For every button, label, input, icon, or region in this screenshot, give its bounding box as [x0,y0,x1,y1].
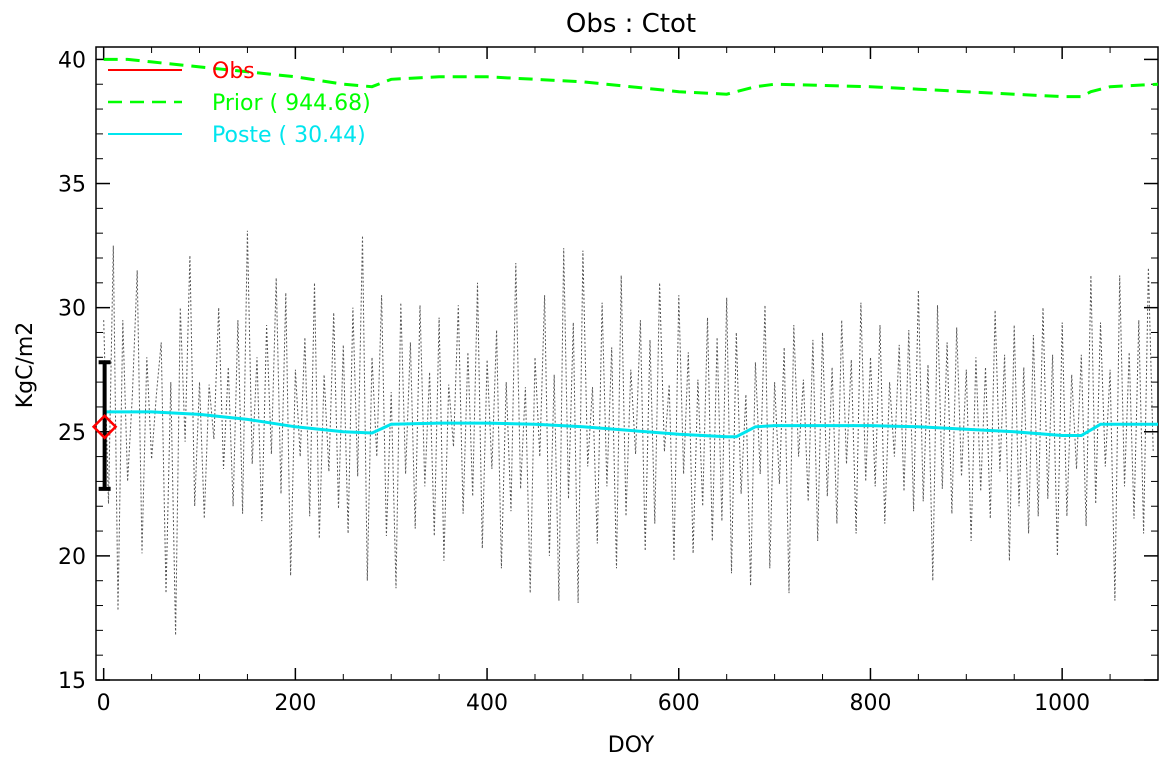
legend: Obs Prior ( 944.68) Poste ( 30.44) [108,59,371,148]
y-tick-label: 25 [58,421,86,446]
legend-label: Prior ( 944.68) [212,91,371,116]
y-tick-label: 15 [58,669,86,694]
x-tick-label: 0 [97,691,111,716]
poste-series-line [103,410,1158,439]
legend-label: Poste ( 30.44) [212,123,366,148]
prior-series-line [103,57,1159,99]
x-axis-ticks: 0 200 400 600 800 1000 [97,47,1159,716]
x-tick-label: 600 [658,691,700,716]
y-tick-label: 40 [58,48,86,73]
noise-series-line [103,230,1154,636]
y-tick-label: 20 [58,545,86,570]
x-tick-label: 800 [849,691,891,716]
x-tick-label: 200 [274,691,316,716]
x-axis-title: DOY [608,733,655,758]
chart-title: Obs : Ctot [566,9,696,39]
plot-area: 0 200 400 600 800 1000 15 20 25 30 35 40 [58,46,1159,716]
plot-frame [95,46,1159,681]
y-tick-label: 35 [58,173,86,198]
obs-marker-diamond [91,414,118,440]
y-tick-label: 30 [58,297,86,322]
y-axis-title: KgC/m2 [13,322,38,409]
x-tick-label: 400 [466,691,508,716]
series-layer [91,57,1159,636]
legend-label: Obs [212,59,255,84]
x-tick-label: 1000 [1034,691,1090,716]
